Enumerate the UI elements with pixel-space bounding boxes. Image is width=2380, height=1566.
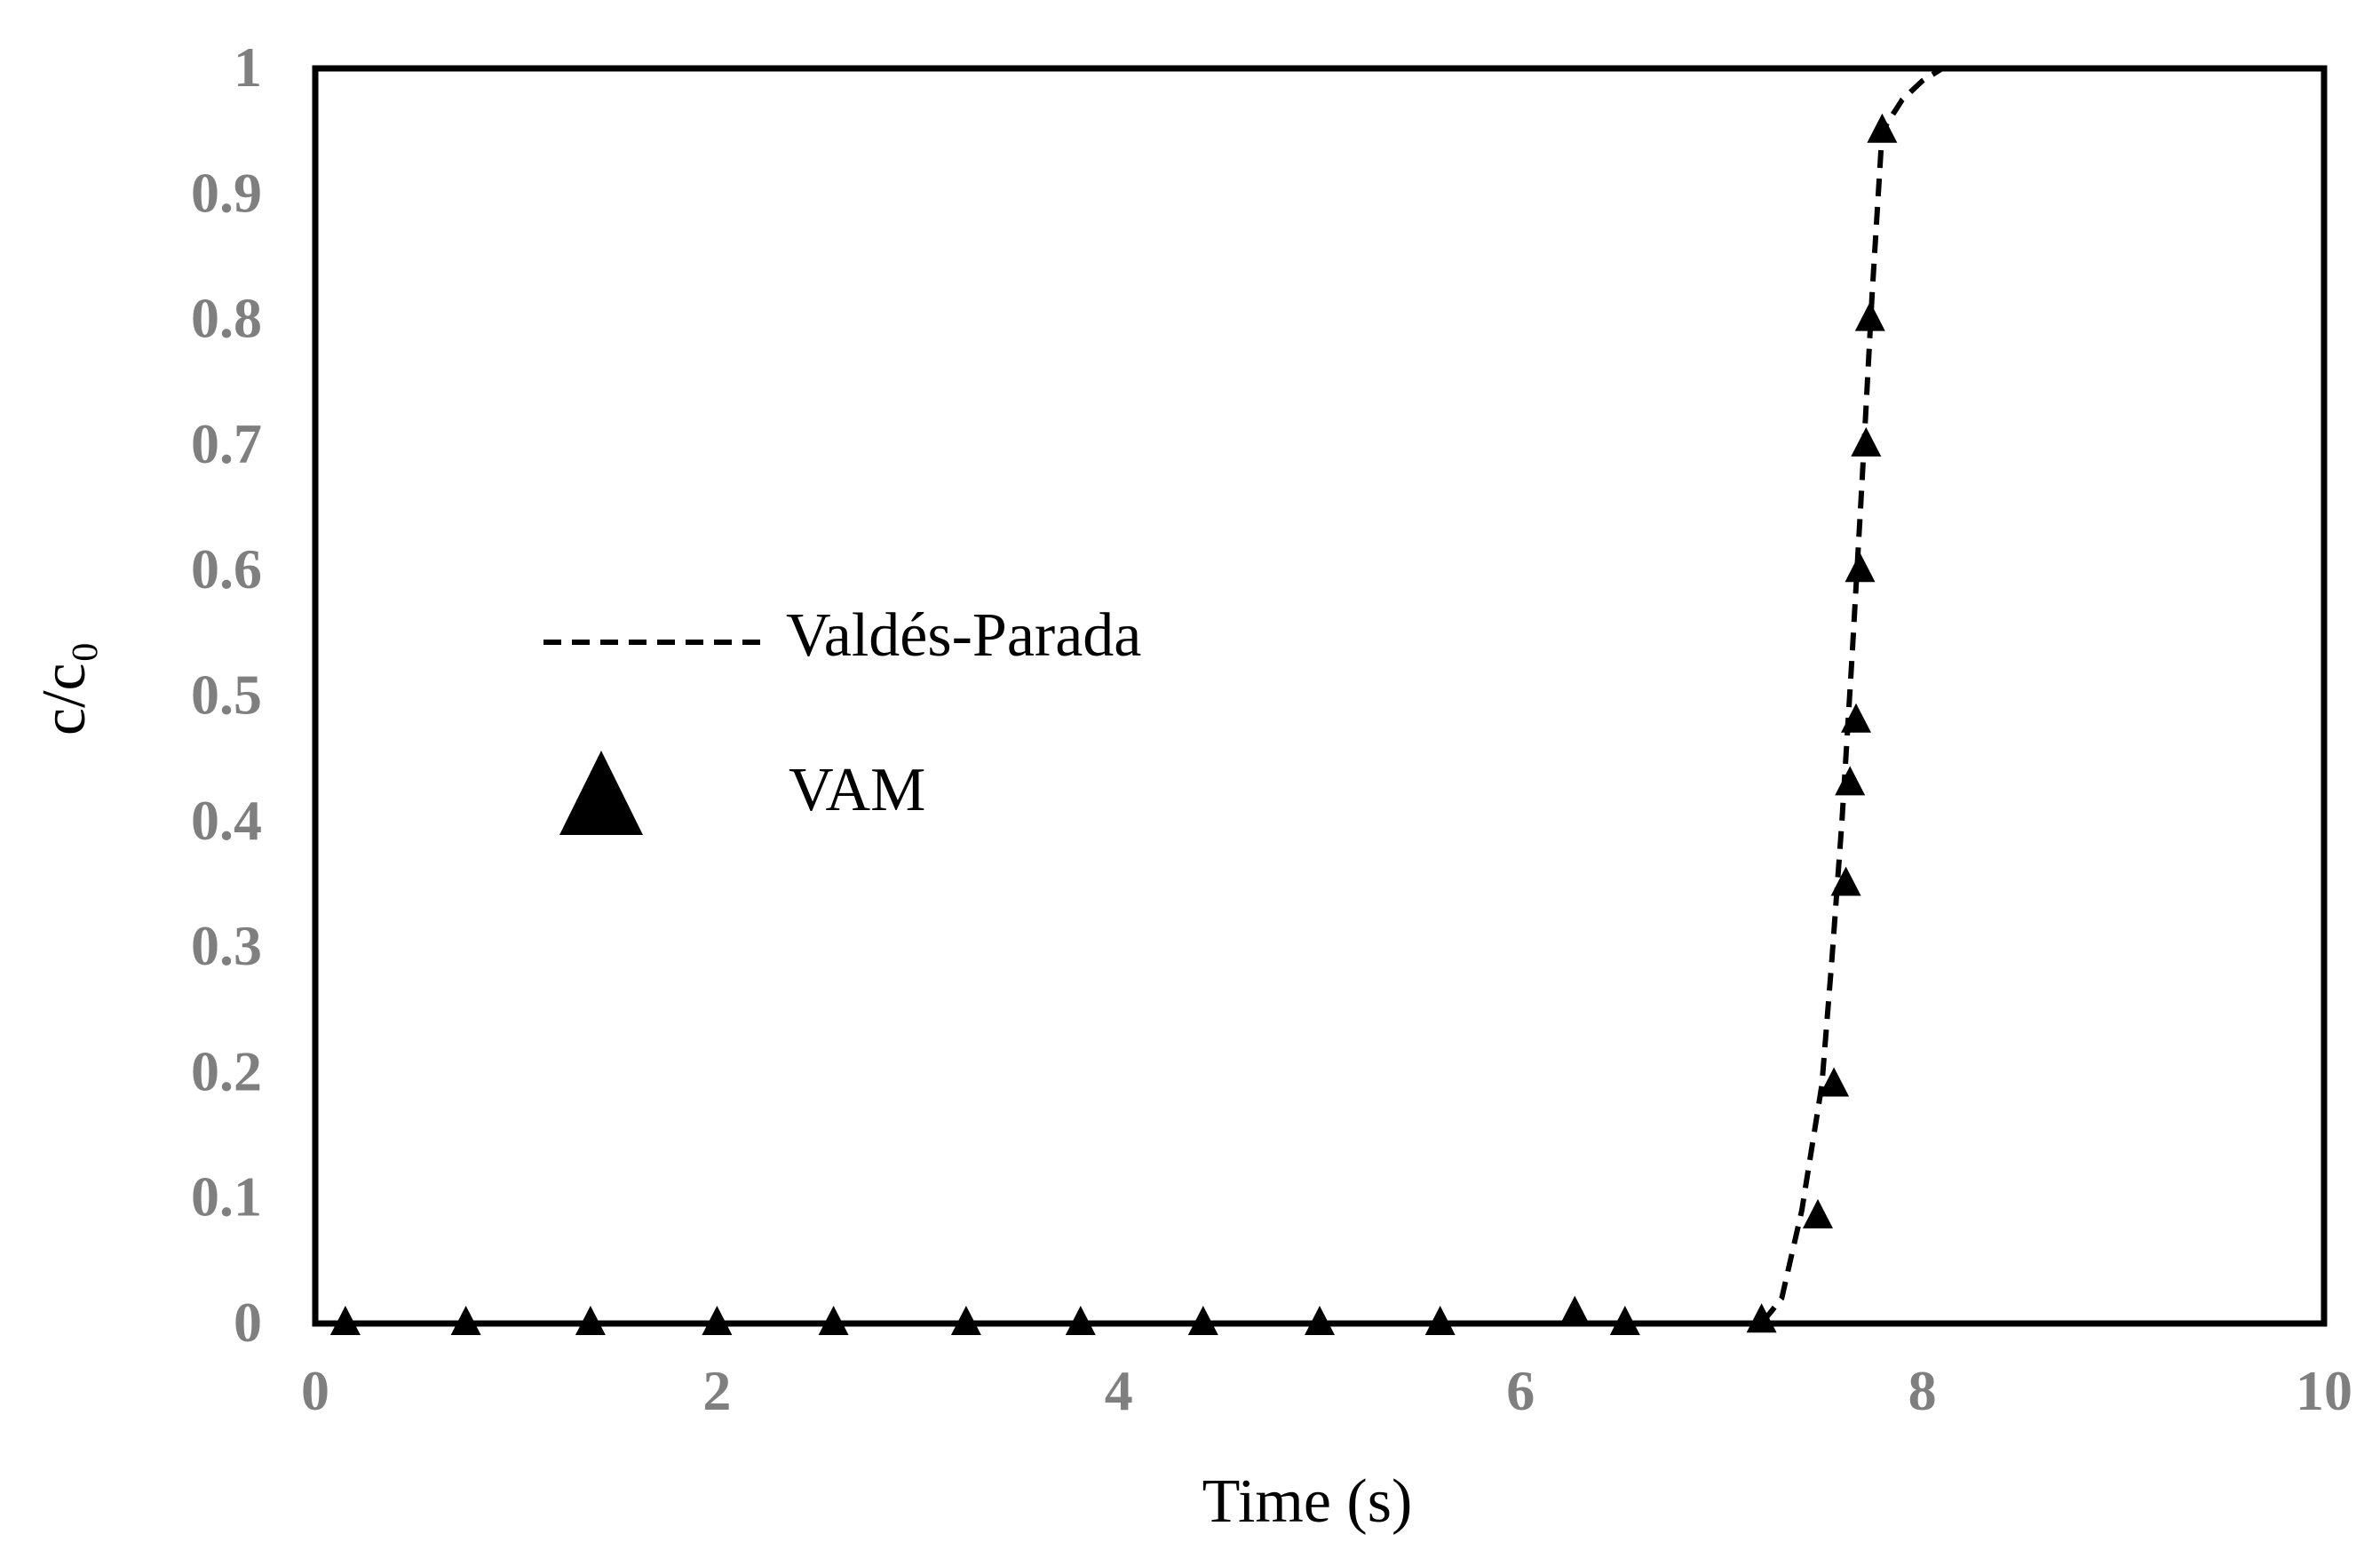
y-tick-label: 0.3 [191,914,262,977]
plot-frame [312,65,2328,1327]
data-point-vam [1854,301,1885,331]
series-layer [315,66,2324,1335]
y-tick-label: 0.9 [191,161,262,224]
x-tick-label: 6 [1506,1359,1535,1422]
data-point-vam [1844,552,1876,583]
x-tick-label: 10 [2296,1359,2352,1422]
data-point-vam [1835,766,1866,796]
x-tick-labels: 0 2 4 6 8 10 [301,1359,2352,1422]
x-axis-title: Time (s) [1202,1467,1413,1536]
data-point-vam [1830,866,1861,896]
data-point-vam [1851,426,1882,457]
y-tick-label: 1 [234,36,262,99]
y-tick-label: 0.6 [191,537,262,600]
data-point-vam [1559,1295,1591,1325]
y-axis-title: c/c₀ [30,641,99,735]
y-tick-labels: 0 0.1 0.2 0.3 0.4 0.5 0.6 0.7 0.8 0.9 1 [191,36,262,1354]
y-tick-label: 0.4 [191,789,262,852]
data-point-vam [1803,1198,1833,1228]
data-point-vam [1867,113,1898,143]
y-tick-label: 0 [234,1291,262,1354]
series-line-valdes-parada [315,66,2324,1326]
x-tick-label: 4 [1105,1359,1133,1422]
legend-label-valdes-parada: Valdés-Parada [786,601,1141,670]
legend-label-vam: VAM [789,756,925,824]
x-tick-label: 8 [1908,1359,1937,1422]
data-point-vam [1841,703,1871,733]
y-tick-label: 0.5 [191,664,262,727]
legend: Valdés-Parada VAM [543,601,1141,835]
y-tick-label: 0.8 [191,287,262,350]
data-point-vam [1819,1067,1850,1097]
legend-swatch-vam [559,751,643,835]
x-tick-label: 2 [702,1359,731,1422]
y-tick-label: 0.7 [191,412,262,475]
y-tick-label: 0.1 [191,1165,262,1228]
y-tick-label: 0.2 [191,1039,262,1102]
x-tick-label: 0 [301,1359,329,1422]
